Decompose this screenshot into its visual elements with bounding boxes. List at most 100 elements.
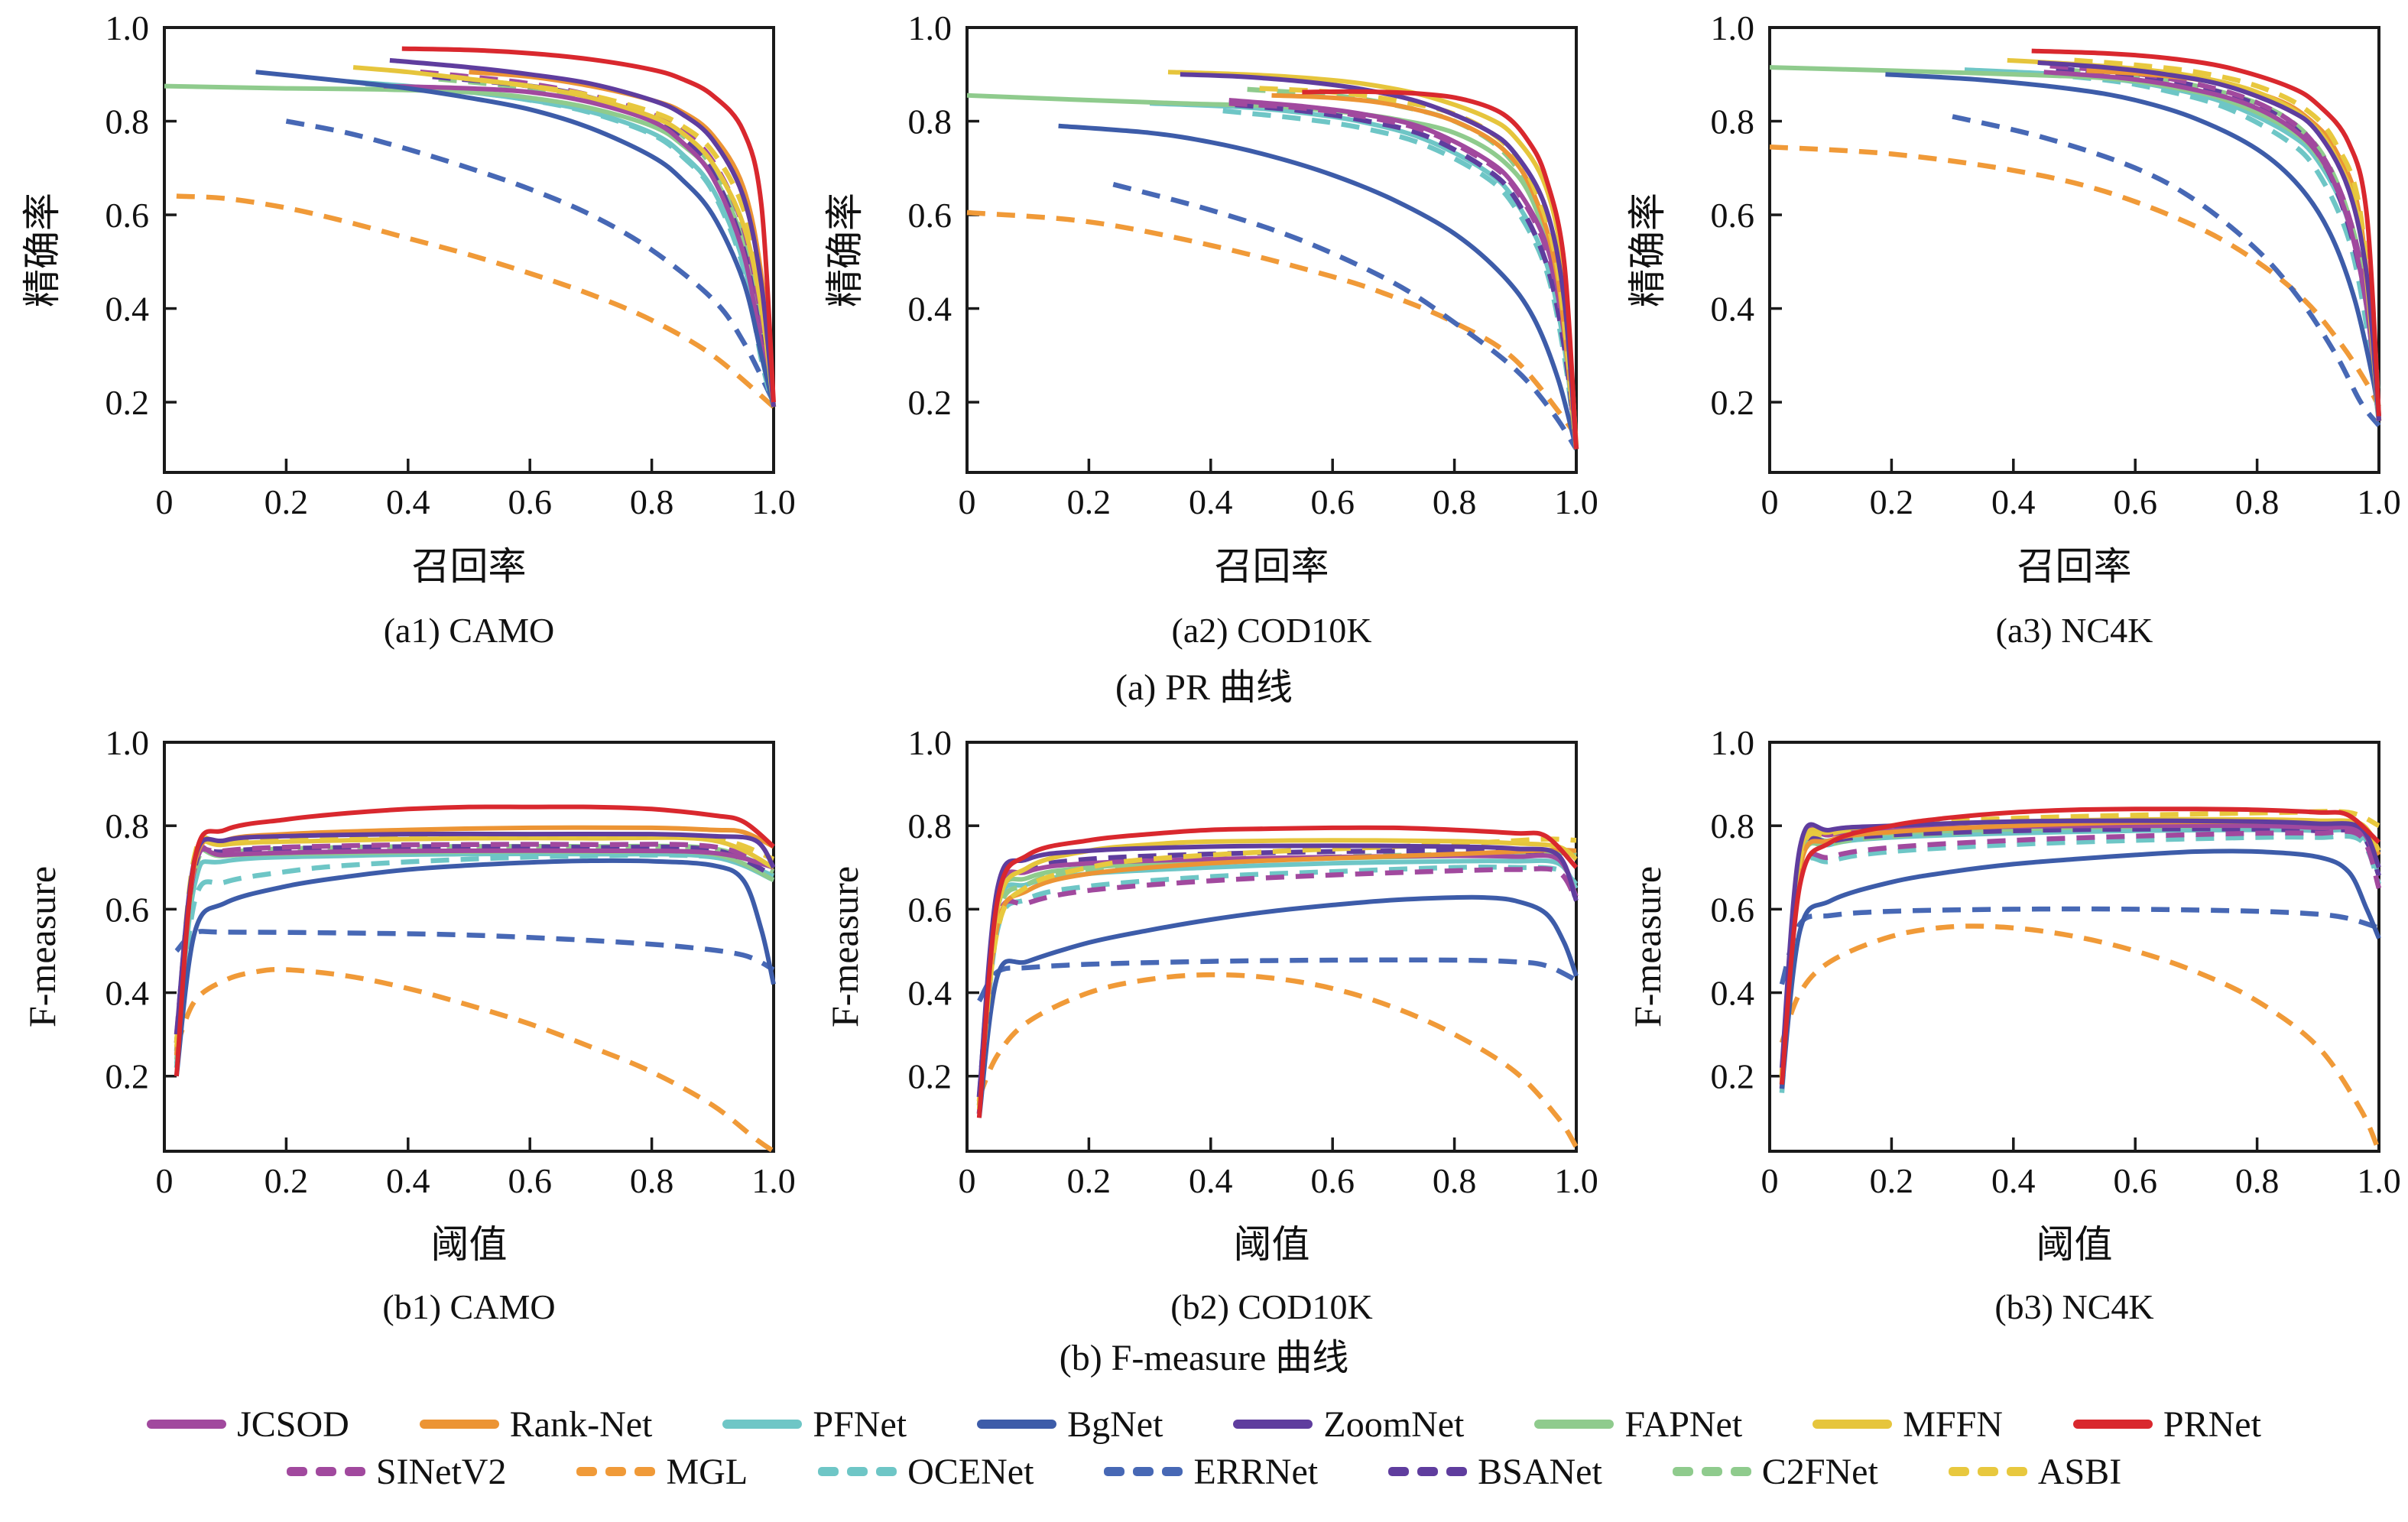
curve-prnet <box>1302 89 1579 449</box>
curve-prnet <box>2031 48 2381 417</box>
curve-ocenet <box>976 865 1579 1115</box>
curve-zoomnet <box>2037 60 2381 421</box>
svg-text:0.6: 0.6 <box>508 1161 552 1200</box>
curve-prnet <box>401 46 776 403</box>
svg-text:0.4: 0.4 <box>1991 482 2036 521</box>
curve-bgnet <box>255 70 776 407</box>
chart-pr-cod10k: 0 0.2 0.4 0.6 0.8 1.0 0.2 0.4 0.6 0.8 1.0 精确率 召回率 (a2… <box>803 5 1605 664</box>
legend-item-errnet: ERRNet <box>1104 1451 1318 1493</box>
y-axis-label: F-measure <box>1626 866 1669 1027</box>
legend-label: PRNet <box>2163 1404 2261 1445</box>
chart-fm-cod10k: 0 0.2 0.4 0.6 0.8 1.0 0.2 0.4 0.6 0.8 1.0 F-measure… <box>803 719 1605 1335</box>
legend-label: JCSOD <box>237 1404 349 1445</box>
legend-item-sinetv2: SINetV2 <box>286 1451 507 1493</box>
svg-text:1.0: 1.0 <box>908 8 952 47</box>
svg-text:1.0: 1.0 <box>1554 482 1598 521</box>
svg-text:1.0: 1.0 <box>105 723 150 762</box>
svg-text:0.8: 0.8 <box>2235 1161 2280 1200</box>
solid-line-swatch-icon <box>722 1420 803 1429</box>
curve-errnet <box>1112 182 1579 451</box>
svg-text:0.8: 0.8 <box>908 102 952 141</box>
y-axis-label: F-measure <box>21 866 63 1027</box>
svg-text:0: 0 <box>1761 1161 1779 1200</box>
svg-text:1.0: 1.0 <box>2357 1161 2401 1200</box>
curve-bgnet <box>1779 849 2381 1089</box>
solid-line-swatch-icon <box>419 1420 499 1429</box>
curve-sinetv2 <box>1228 100 1579 449</box>
svg-text:0.2: 0.2 <box>1711 1057 1755 1096</box>
x-axis-label: 阈值 <box>1234 1223 1310 1266</box>
curve-sinetv2 <box>1779 829 2382 1089</box>
curve-sinetv2 <box>2049 63 2382 421</box>
curve-ocenet <box>1779 833 2382 1093</box>
svg-text:1.0: 1.0 <box>2357 482 2401 521</box>
curve-zoomnet <box>976 843 1579 1098</box>
curve-errnet <box>977 957 1578 1003</box>
curve-prnet <box>174 804 775 1076</box>
svg-text:0: 0 <box>959 482 976 521</box>
legend-item-bsanet: BSANet <box>1388 1451 1602 1493</box>
curve-ocenet <box>174 852 775 1069</box>
svg-text:0: 0 <box>156 482 174 521</box>
dashed-line-swatch-icon <box>1104 1467 1183 1476</box>
legend-label: C2FNet <box>1761 1451 1878 1492</box>
curve-jcsod <box>383 83 776 407</box>
y-axis-label: 精确率 <box>21 193 63 307</box>
subplot-caption: (a2) COD10K <box>1172 611 1372 650</box>
svg-text:0.2: 0.2 <box>264 1161 309 1200</box>
legend-label: FAPNet <box>1624 1404 1743 1445</box>
legend-item-mffn: MFFN <box>1812 1404 2003 1446</box>
legend-label: SINetV2 <box>375 1451 507 1492</box>
chart-fm-nc4k: 0 0.2 0.4 0.6 0.8 1.0 0.2 0.4 0.6 0.8 1.0 F-measure… <box>1605 719 2408 1335</box>
curve-pfnet <box>1964 67 2381 421</box>
subplot-caption: (b1) CAMO <box>382 1287 555 1326</box>
svg-text:0.8: 0.8 <box>630 1161 674 1200</box>
svg-text:0.8: 0.8 <box>105 806 150 845</box>
svg-text:0.8: 0.8 <box>1433 482 1477 521</box>
svg-text:0.8: 0.8 <box>630 482 674 521</box>
curve-errnet <box>285 118 776 404</box>
svg-text:1.0: 1.0 <box>1554 1161 1598 1200</box>
svg-text:0: 0 <box>1761 482 1779 521</box>
dashed-line-swatch-icon <box>1672 1467 1751 1476</box>
svg-text:1.0: 1.0 <box>751 1161 796 1200</box>
curve-bgnet <box>976 894 1579 1118</box>
x-axis-label: 召回率 <box>1215 545 1329 588</box>
legend-label: Rank-Net <box>509 1404 653 1445</box>
curve-mgl <box>174 966 775 1154</box>
caption-fmeasure-curves: (b) F-measure 曲线 <box>1059 1338 1349 1378</box>
svg-text:0.6: 0.6 <box>908 196 952 235</box>
svg-text:0.2: 0.2 <box>1870 482 1914 521</box>
curve-bsanet <box>432 74 777 407</box>
curve-bgnet <box>1885 72 2381 417</box>
svg-text:1.0: 1.0 <box>908 723 952 762</box>
svg-text:0.4: 0.4 <box>1189 1161 1233 1200</box>
subplot-caption: (b3) NC4K <box>1994 1287 2153 1326</box>
legend-item-zoomnet: ZoomNet <box>1233 1404 1464 1446</box>
curve-pfnet <box>174 851 775 1064</box>
curve-mffn <box>976 838 1578 1110</box>
curve-zoomnet <box>1779 818 2381 1069</box>
curve-zoomnet <box>1180 72 1579 449</box>
fmeasure-chart-row: 0 0.2 0.4 0.6 0.8 1.0 0.2 0.4 0.6 0.8 1.0 F-measure… <box>0 719 2408 1335</box>
curve-fapnet <box>1779 823 2381 1081</box>
legend-item-prnet: PRNet <box>2072 1404 2261 1446</box>
curve-prnet <box>976 825 1579 1118</box>
svg-text:0.6: 0.6 <box>1711 196 1755 235</box>
legend-item-jcsod: JCSOD <box>147 1404 349 1446</box>
svg-text:0.2: 0.2 <box>1067 1161 1112 1200</box>
curve-c2fnet <box>1779 823 2381 1085</box>
curve-sinetv2 <box>976 866 1579 1115</box>
svg-text:0.2: 0.2 <box>1711 383 1755 422</box>
svg-text:0.6: 0.6 <box>105 196 150 235</box>
svg-text:0.2: 0.2 <box>264 482 309 521</box>
curve-sinetv2 <box>174 842 775 1035</box>
curve-prnet <box>1779 806 2381 1085</box>
curve-errnet <box>1779 906 2380 985</box>
chart-pr-camo: 0 0.2 0.4 0.6 0.8 1.0 0.2 0.4 0.6 0.8 1.0 精确率 召回率 (a1… <box>0 5 803 664</box>
solid-line-swatch-icon <box>1534 1420 1615 1429</box>
chart-pr-nc4k: 0 0.2 0.4 0.6 0.8 1.0 0.2 0.4 0.6 0.8 1.0 精确率 召回率 (a3… <box>1605 5 2408 664</box>
